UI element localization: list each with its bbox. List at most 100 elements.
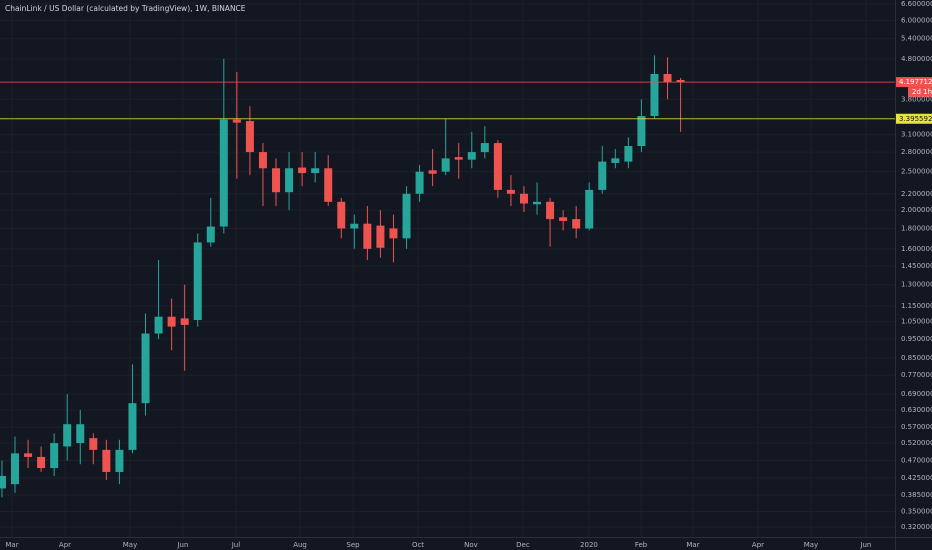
y-tick-label: 6.00000000 xyxy=(901,16,932,24)
y-tick-label: 2.00000000 xyxy=(901,206,932,214)
candle-body xyxy=(624,146,633,162)
candle-body xyxy=(219,119,228,227)
y-tick-label: 0.47000000 xyxy=(901,457,932,465)
price-label-box xyxy=(896,113,932,124)
y-tick-label: 2.50000000 xyxy=(901,168,932,176)
y-tick-label: 1.15000000 xyxy=(901,302,932,310)
candle-body xyxy=(285,168,294,193)
y-tick-label: 1.60000000 xyxy=(901,245,932,253)
x-tick-label: Jul xyxy=(231,541,241,549)
y-tick-label: 1.05000000 xyxy=(901,318,932,326)
candle-body xyxy=(128,403,137,450)
candle-body xyxy=(298,167,307,174)
candle-body xyxy=(167,316,176,327)
candle-body xyxy=(546,201,555,220)
candle-body xyxy=(154,316,163,334)
x-tick-label: Oct xyxy=(412,541,424,549)
y-tick-label: 2.80000000 xyxy=(901,148,932,156)
y-tick-label: 1.30000000 xyxy=(901,281,932,289)
candle-body xyxy=(415,171,424,194)
y-tick-label: 5.40000000 xyxy=(901,35,932,43)
candle-body xyxy=(467,152,476,160)
candle-body xyxy=(376,225,385,248)
candle-body xyxy=(76,424,85,444)
candle-body xyxy=(363,223,372,249)
y-tick-label: 1.80000000 xyxy=(901,224,932,232)
candle-body xyxy=(37,456,46,469)
candle-body xyxy=(350,223,359,229)
overlay: 4.19771219 2d 1h 3.39559234 xyxy=(0,77,932,124)
candle-body xyxy=(337,201,346,229)
candles xyxy=(0,55,685,498)
candle-body xyxy=(389,228,398,239)
candle-body xyxy=(11,453,20,485)
grid xyxy=(0,0,895,537)
price-label: 3.39559234 xyxy=(899,115,932,123)
x-tick-label: Dec xyxy=(516,541,530,549)
candle-body xyxy=(50,443,59,469)
candle-body xyxy=(24,453,33,457)
candle-body xyxy=(663,73,672,83)
y-tick-label: 2.20000000 xyxy=(901,190,932,198)
candle-body xyxy=(454,157,463,160)
x-tick-label: Sep xyxy=(346,541,360,549)
candle-body xyxy=(311,168,320,174)
candle-body xyxy=(676,79,685,83)
chart-title: ChainLink / US Dollar (calculated by Tra… xyxy=(5,4,246,13)
countdown-box xyxy=(908,87,932,98)
candle-body xyxy=(428,170,437,174)
x-tick-label: 2020 xyxy=(580,541,598,549)
x-tick-label: Apr xyxy=(59,541,71,549)
candle-body xyxy=(324,168,333,202)
candle-body xyxy=(598,161,607,190)
y-tick-label: 4.80000000 xyxy=(901,55,932,63)
candle-body xyxy=(115,449,124,472)
candle-body xyxy=(258,152,267,169)
y-tick-label: 0.35000000 xyxy=(901,508,932,516)
y-tick-label: 0.57000000 xyxy=(901,423,932,431)
y-tick-label: 3.10000000 xyxy=(901,130,932,138)
y-tick-label: 6.60000000 xyxy=(901,0,932,8)
candle-body xyxy=(441,158,450,172)
candle-body xyxy=(611,158,620,163)
y-tick-label: 0.63000000 xyxy=(901,406,932,414)
y-tick-label: 3.80000000 xyxy=(901,95,932,103)
candle-body xyxy=(637,116,646,147)
y-tick-label: 1.45000000 xyxy=(901,262,932,270)
candle-body xyxy=(0,475,6,489)
candle-body xyxy=(141,333,150,404)
price-label-box xyxy=(896,77,932,88)
candle-body xyxy=(89,438,98,450)
y-tick-label: 0.52000000 xyxy=(901,439,932,447)
x-tick-label: Mar xyxy=(686,541,699,549)
x-tick-label: Mar xyxy=(5,541,18,549)
candle-body xyxy=(272,168,281,193)
x-tick-label: Apr xyxy=(752,541,764,549)
y-tick-label: 0.77000000 xyxy=(901,371,932,379)
candle-body xyxy=(180,318,189,325)
candle-body xyxy=(193,242,202,320)
candle-body xyxy=(245,121,254,153)
candle-body xyxy=(232,119,241,123)
x-tick-label: Jun xyxy=(176,541,188,549)
x-tick-label: Nov xyxy=(464,541,478,549)
y-tick-label: 0.69000000 xyxy=(901,390,932,398)
candle-body xyxy=(493,143,502,190)
countdown-label: 2d 1h xyxy=(912,88,932,96)
candle-body xyxy=(63,424,72,447)
candle-body xyxy=(506,189,515,194)
candle-body xyxy=(102,449,111,472)
x-tick-label: Jun xyxy=(859,541,871,549)
candle-body xyxy=(650,73,659,117)
x-tick-label: Feb xyxy=(635,541,648,549)
candle-body xyxy=(206,226,215,243)
x-tick-label: May xyxy=(123,541,137,549)
x-tick-label: Aug xyxy=(293,541,307,549)
y-tick-label: 0.38500000 xyxy=(901,491,932,499)
candle-body xyxy=(519,193,528,204)
y-tick-label: 0.42500000 xyxy=(901,474,932,482)
candle-body xyxy=(402,193,411,239)
candle-body xyxy=(559,217,568,221)
x-tick-label: May xyxy=(804,541,818,549)
